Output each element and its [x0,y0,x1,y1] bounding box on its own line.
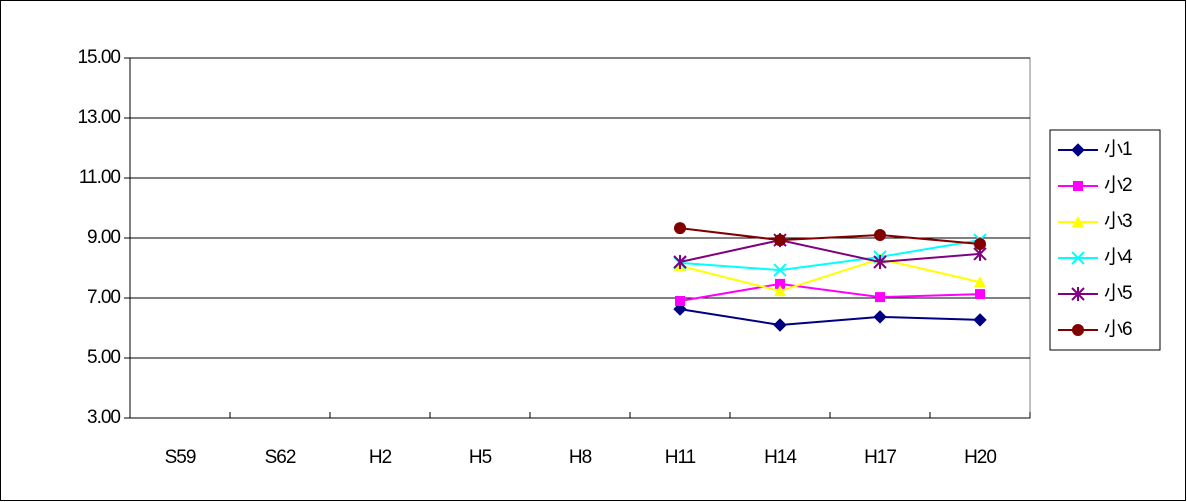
data-point [974,276,986,288]
legend-label: 小3 [1104,210,1132,232]
y-tick-label: 15.00 [77,47,120,68]
x-tick-label: H11 [665,447,696,468]
x-tick-label: S59 [165,447,196,468]
data-point [874,229,886,241]
data-point [875,292,885,303]
series-line [679,308,981,327]
y-tick-label: 11.00 [79,167,121,188]
data-point [873,255,887,269]
y-tick-label: 13.00 [77,107,120,128]
legend-label: 小2 [1104,174,1132,196]
data-point [775,278,785,289]
series-line [679,282,981,302]
data-point [774,285,786,297]
data-point [675,296,685,306]
x-tick-label: S62 [265,447,296,468]
x-tick-label: H14 [764,447,797,468]
legend-marker [1071,143,1085,157]
series-line [679,239,981,272]
series-line [679,257,981,293]
data-point [773,263,787,277]
x-tick-label: H20 [964,447,996,468]
x-tick-label: H17 [864,447,896,468]
legend-label: 小6 [1104,318,1132,340]
series-line [679,227,981,245]
data-point [774,234,786,247]
data-point [673,302,687,316]
y-tick-label: 7.00 [87,287,120,308]
legend-marker [1073,181,1083,191]
legend-label: 小5 [1104,282,1132,304]
legend-marker [1071,287,1085,301]
data-point [773,318,787,332]
legend-label: 小4 [1104,246,1133,268]
legend-box [1049,129,1161,351]
y-tick-label: 9.00 [87,227,120,248]
data-point [975,289,985,300]
data-point [974,238,986,250]
x-tick-label: H5 [469,447,492,468]
data-point [673,255,687,269]
y-tick-label: 5.00 [87,347,120,368]
y-tick-label: 3.00 [87,407,120,428]
data-point [674,222,686,235]
legend-marker [1071,251,1085,265]
x-tick-label: H2 [369,447,392,468]
data-point [873,310,887,324]
legend-marker [1072,216,1084,227]
series-line [679,239,981,264]
data-point [973,313,987,327]
legend-marker [1072,324,1084,336]
legend-label: 小1 [1104,138,1132,160]
x-tick-label: H8 [569,447,592,468]
